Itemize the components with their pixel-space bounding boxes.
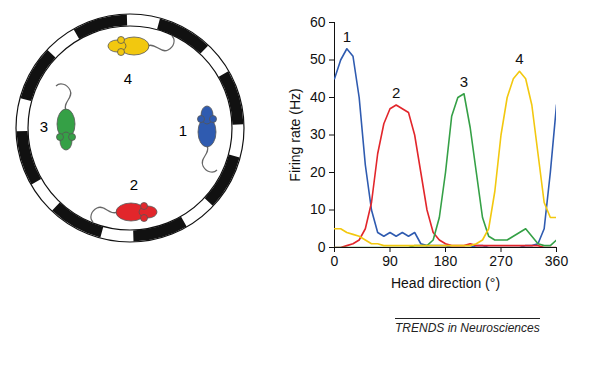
svg-text:0: 0	[318, 239, 326, 255]
svg-text:Head direction (°): Head direction (°)	[391, 275, 500, 291]
svg-text:60: 60	[310, 14, 326, 30]
svg-text:4: 4	[124, 70, 132, 87]
svg-text:270: 270	[489, 253, 513, 269]
svg-text:Firing rate (Hz): Firing rate (Hz)	[287, 88, 303, 181]
svg-text:40: 40	[310, 89, 326, 105]
svg-text:90: 90	[382, 253, 398, 269]
svg-text:2: 2	[392, 84, 400, 101]
svg-text:360: 360	[545, 253, 569, 269]
svg-text:20: 20	[310, 164, 326, 180]
svg-text:3: 3	[460, 73, 468, 90]
svg-text:1: 1	[343, 28, 351, 45]
svg-text:0: 0	[331, 253, 339, 269]
svg-text:50: 50	[310, 51, 326, 67]
svg-text:3: 3	[40, 118, 48, 135]
svg-text:4: 4	[515, 50, 523, 67]
svg-text:2: 2	[130, 176, 138, 193]
html-text:TRENDS in Neurosciences: TRENDS in Neurosciences	[395, 321, 540, 335]
svg-text:30: 30	[310, 126, 326, 142]
svg-text:1: 1	[179, 122, 187, 139]
svg-text:10: 10	[310, 201, 326, 217]
svg-text:180: 180	[434, 253, 458, 269]
